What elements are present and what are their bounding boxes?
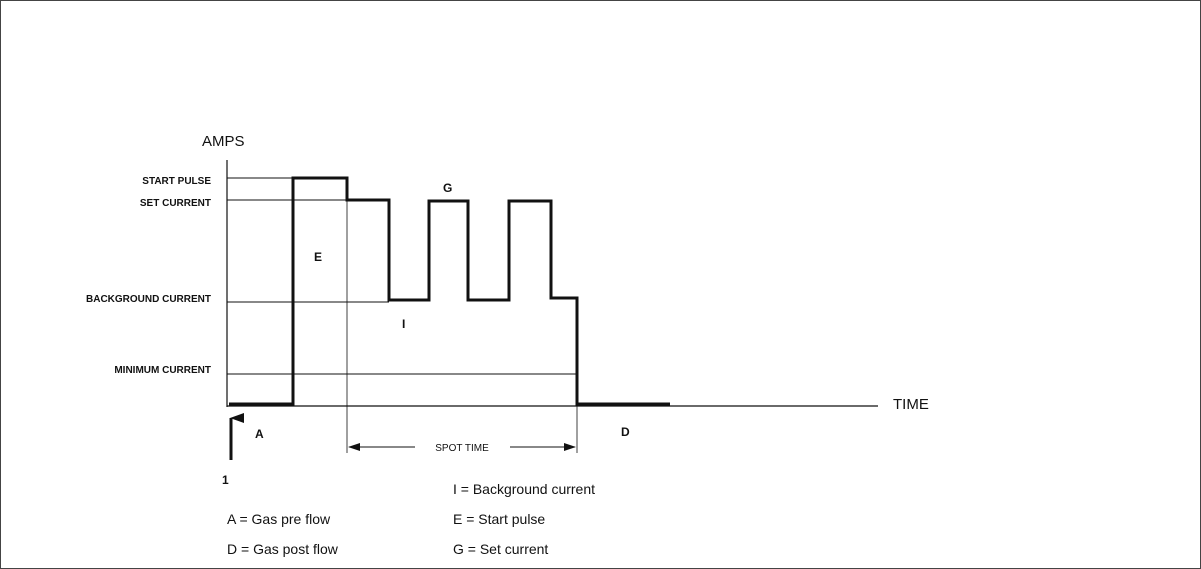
y-axis-label: AMPS [202, 133, 245, 150]
marker-g: G [443, 181, 452, 195]
trigger-label: 1 [222, 473, 229, 487]
legend-gas-post: D = Gas post flow [227, 541, 339, 557]
spot-time-label: SPOT TIME [435, 443, 489, 454]
minimum-current-label: MINIMUM CURRENT [114, 365, 211, 376]
legend-set-current: G = Set current [453, 541, 548, 557]
marker-a: A [255, 427, 264, 441]
current-waveform [229, 176, 670, 406]
set-current-label: SET CURRENT [140, 198, 211, 209]
legend-start-pulse: E = Start pulse [453, 511, 545, 527]
marker-d: D [621, 425, 630, 439]
x-axis-label: TIME [893, 396, 929, 413]
legend-gas-pre: A = Gas pre flow [227, 511, 331, 527]
marker-e: E [314, 250, 322, 264]
start-pulse-label: START PULSE [142, 176, 211, 187]
marker-i: I [402, 317, 405, 331]
background-current-label: BACKGROUND CURRENT [86, 294, 211, 305]
legend-background: I = Background current [453, 481, 595, 497]
